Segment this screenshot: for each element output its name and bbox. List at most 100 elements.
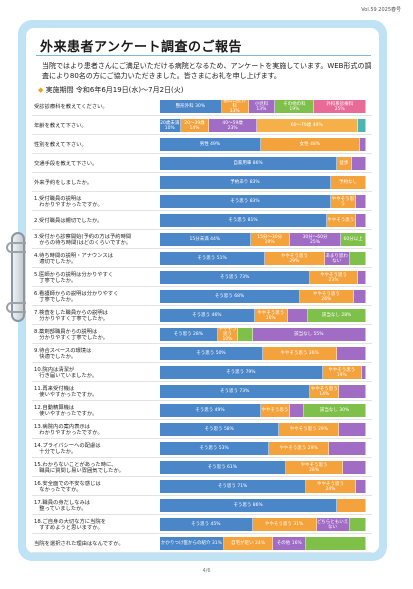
response-bar: そう思う 53% ややそう思う 29% (160, 442, 366, 455)
response-bar: そう思う 46% ややそう思う 16% 該当なし 28% (160, 309, 366, 322)
response-segment: 徒歩 (337, 157, 352, 170)
survey-row: 9.待合スペースの環境は 快適でしたか。 そう思う 50% ややそう思う 36% (32, 345, 372, 363)
response-segment (357, 271, 366, 284)
response-segment (351, 157, 366, 170)
response-bar: 整形外科 30% 歯科口腔外科 13% 小児科 13% その他の科 19% 外科系診療科… (160, 100, 366, 113)
page-number: 4/6 (202, 568, 211, 574)
response-bar: そう思う 71% ややそう思う 24% (160, 480, 366, 493)
response-segment: あまり思わない (324, 252, 350, 265)
response-bar: 男性 49% 女性 48% (160, 138, 366, 151)
response-segment: ややそう思う 29% (265, 252, 325, 265)
period-label: 実施期間 (45, 86, 74, 94)
response-segment: そう思う 46% (160, 309, 255, 322)
survey-row: 外来予約をしましたか。 予約あり 83% 予約なし (32, 174, 372, 192)
response-segment: ややそう思う 29% (279, 423, 340, 436)
response-segment: そう思う 45% (160, 518, 253, 531)
response-bar: そう思う 79% ややそう思う 19% (160, 366, 366, 379)
response-segment: ややそう思う 24% (306, 480, 356, 493)
survey-row: 当院を選択された理由はなんですか。 かかりつけ医からの紹介 31% 自宅が近い 24… (32, 535, 372, 553)
response-segment: 15分未満 44% (160, 233, 251, 246)
response-segment: ややそう思う 19% (322, 366, 362, 379)
response-segment: 該当なし 55% (252, 328, 366, 341)
question-text: 8.薬剤部職員からの説明は 分かりやすく丁寧でしたか。 (34, 328, 109, 341)
response-segment: ややそう思う 10% (217, 328, 239, 341)
intro-text: 当院ではより患者さんにご満足いただける病院となるため、アンケートを実施しています… (42, 62, 372, 80)
response-segment: 予約なし (330, 176, 366, 189)
response-segment: ややそう思う 28% (285, 461, 344, 474)
response-bar: かかりつけ医からの紹介 31% 自宅が近い 24% その他 16% (160, 537, 366, 550)
binder-clip (6, 232, 40, 322)
question-text: 15.わからないことがあった時に、 職員に質問し易い雰囲気でしたか。 (34, 461, 124, 474)
response-segment: 20歳未満 10% (160, 119, 181, 132)
response-segment: 外科系診療科 25% (314, 100, 366, 113)
response-segment (357, 119, 366, 132)
response-segment: 歯科口腔外科 13% (221, 100, 249, 113)
response-segment: ややそう思う 16% (254, 309, 288, 322)
response-segment: そう思う 71% (160, 480, 307, 493)
report-card: 外来患者アンケート調査のご報告 当院ではより患者さんにご満足いただける病院となる… (26, 28, 379, 553)
question-text: 11.再来受付機は 使いやすかったですか。 (34, 385, 98, 398)
response-segment: そう思う 79% (160, 366, 323, 379)
response-bar: そう思う 73% ややそう思う 14% (160, 385, 366, 398)
issue-label: Vol.59 2025春号 (361, 7, 401, 13)
response-segment: 自宅が近い 24% (223, 537, 274, 550)
response-segment: 男性 49% (160, 138, 261, 151)
response-segment: 30分～60分 25% (289, 233, 342, 246)
question-text: 12.自動精算機は 使いやすかったですか。 (34, 404, 98, 417)
question-text: 3.受付から診察開始(予約の方は予約時間 からの待ち時間)はどのくらいですか。 (34, 233, 132, 246)
question-text: 交通手段を教えて下さい。 (34, 160, 98, 167)
response-bar: そう思う 61% ややそう思う 28% (160, 461, 366, 474)
response-bar: そう思う 51% ややそう思う 29% あまり思わない (160, 252, 366, 265)
response-bar: そう思う 83% ややそう思う (160, 195, 366, 208)
response-segment: ややそう思う 31% (252, 518, 317, 531)
response-segment: そう思う 86% (160, 499, 338, 512)
response-segment (343, 461, 366, 474)
response-segment: そう思う 83% (160, 195, 331, 208)
response-segment: そう思う 73% (160, 385, 311, 398)
response-segment: 20～39歳 14% (180, 119, 210, 132)
response-segment: 該当なし 30% (304, 404, 366, 417)
response-segment (238, 328, 253, 341)
response-segment: かかりつけ医からの紹介 31% (160, 537, 224, 550)
response-segment: そう思う 58% (160, 423, 280, 436)
page-title: 外来患者アンケート調査のご報告 (40, 40, 242, 55)
response-segment (359, 138, 366, 151)
question-text: 14.プライバシーへの配慮は 十分でしたか。 (34, 442, 101, 455)
response-bar: そう思う 28% ややそう思う 10% 該当なし 55% (160, 328, 366, 341)
response-segment (328, 442, 366, 455)
survey-row: 年齢を教えて下さい。 20歳未満 10% 20～39歳 14% 40～59歳 23% 6… (32, 117, 372, 135)
response-segment: 該当なし 28% (308, 309, 366, 322)
response-segment: そう思う 81% (160, 214, 327, 227)
response-segment: そう思う 53% (160, 442, 270, 455)
response-segment (355, 214, 366, 227)
response-bar: 自家用車 86% 徒歩 (160, 157, 366, 170)
response-bar: そう思う 45% ややそう思う 31% どちらともいえない (160, 518, 366, 531)
response-segment: 小児科 13% (248, 100, 276, 113)
response-segment: そう思う 50% (160, 347, 263, 360)
response-segment (355, 480, 366, 493)
response-segment: その他の科 19% (275, 100, 315, 113)
period-value: 令和6年6月19日(水)～7月2日(火) (75, 86, 184, 94)
response-segment: そう思う 61% (160, 461, 286, 474)
question-text: 6.看護師からの説明は分かりやすく 丁寧でしたか。 (34, 290, 119, 303)
response-segment: そう思う 49% (160, 404, 261, 417)
response-bar: そう思う 86% (160, 499, 366, 512)
response-segment (339, 385, 366, 398)
survey-row: 1.受付職員の説明は わかりやすかったですか。 そう思う 83% ややそう思う (32, 193, 372, 211)
response-segment: そう思う 73% (160, 271, 311, 284)
response-segment: 60～79歳 49% (256, 119, 358, 132)
question-text: 9.待合スペースの環境は 快適でしたか。 (34, 347, 92, 360)
response-segment (339, 423, 366, 436)
response-segment (289, 404, 305, 417)
survey-row: 交通手段を教えて下さい。 自家用車 86% 徒歩 (32, 155, 372, 173)
survey-row: 13.病院内の案内表示は わかりやすかったですか。 そう思う 58% ややそう思う … (32, 421, 372, 439)
survey-row: 10.院内は清潔が 行き届いていましたか。 そう思う 79% ややそう思う 19% (32, 364, 372, 382)
title-divider (36, 55, 371, 56)
response-segment (306, 537, 366, 550)
survey-row: 2.受付職員は親切でしたか。 そう思う 81% ややそう思う (32, 212, 372, 230)
response-bar: そう思う 73% ややそう思う 23% (160, 271, 366, 284)
response-segment: 自家用車 86% (160, 157, 338, 170)
response-segment: ややそう思う 29% (269, 442, 329, 455)
question-text: 2.受付職員は親切でしたか。 (34, 217, 103, 224)
response-segment: そう思う 51% (160, 252, 266, 265)
